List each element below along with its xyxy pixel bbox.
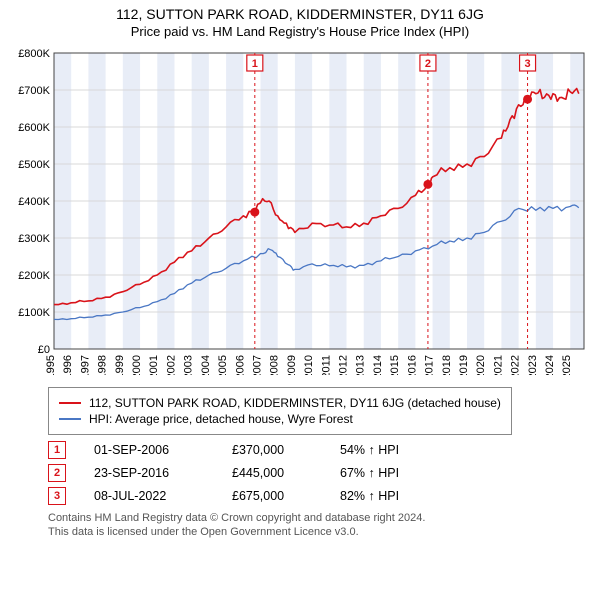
attribution-line: Contains HM Land Registry data © Crown c… [48,511,592,525]
chart-svg: £0 £100K £200K £300K £400K £500K £600K £700K £80… [8,47,592,375]
svg-text:£800K: £800K [18,48,50,60]
svg-text:2005: 2005 [217,355,229,375]
svg-text:£500K: £500K [18,159,50,171]
legend-swatch [59,418,81,420]
svg-text:£700K: £700K [18,85,50,97]
sales-table: 1 01-SEP-2006 £370,000 54% ↑ HPI 2 23-SEP-201… [48,441,592,505]
svg-text:1: 1 [252,58,258,70]
svg-text:2020: 2020 [475,355,487,375]
sale-pct: 82% ↑ HPI [340,489,440,503]
legend-item: HPI: Average price, detached house, Wyre… [59,412,501,426]
sale-price: £370,000 [232,443,312,457]
svg-text:2024: 2024 [544,355,556,375]
svg-text:2011: 2011 [320,355,332,375]
legend-label: HPI: Average price, detached house, Wyre… [89,412,353,426]
chart-container: 112, SUTTON PARK ROAD, KIDDERMINSTER, DY… [0,0,600,544]
svg-text:2003: 2003 [183,355,195,375]
svg-text:2007: 2007 [251,355,263,375]
svg-text:2002: 2002 [165,355,177,375]
sale-date: 23-SEP-2016 [94,466,204,480]
svg-text:2019: 2019 [458,355,470,375]
svg-text:£200K: £200K [18,270,50,282]
svg-text:2001: 2001 [148,355,160,375]
svg-text:£0: £0 [38,344,50,356]
sale-marker-box: 1 [48,441,66,459]
svg-text:3: 3 [524,58,530,70]
svg-text:2010: 2010 [303,355,315,375]
sale-row: 1 01-SEP-2006 £370,000 54% ↑ HPI [48,441,592,459]
svg-text:2022: 2022 [510,355,522,375]
svg-text:2008: 2008 [269,355,281,375]
svg-text:1998: 1998 [97,355,109,375]
svg-text:£100K: £100K [18,307,50,319]
svg-text:£300K: £300K [18,233,50,245]
sale-pct: 54% ↑ HPI [340,443,440,457]
chart-subtitle: Price paid vs. HM Land Registry's House … [8,24,592,39]
chart-title: 112, SUTTON PARK ROAD, KIDDERMINSTER, DY… [8,6,592,22]
sale-row: 2 23-SEP-2016 £445,000 67% ↑ HPI [48,464,592,482]
sale-price: £445,000 [232,466,312,480]
sale-date: 01-SEP-2006 [94,443,204,457]
sale-marker-box: 2 [48,464,66,482]
svg-text:2004: 2004 [200,355,212,375]
svg-text:2009: 2009 [286,355,298,375]
svg-text:£400K: £400K [18,196,50,208]
svg-text:2014: 2014 [372,355,384,375]
svg-text:2006: 2006 [234,355,246,375]
sale-price: £675,000 [232,489,312,503]
svg-text:2012: 2012 [338,355,350,375]
svg-text:2021: 2021 [492,355,504,375]
svg-text:2018: 2018 [441,355,453,375]
svg-text:2025: 2025 [561,355,573,375]
attribution-line: This data is licensed under the Open Gov… [48,525,592,539]
legend: 112, SUTTON PARK ROAD, KIDDERMINSTER, DY… [48,387,512,435]
svg-text:1996: 1996 [62,355,74,375]
svg-text:1995: 1995 [45,355,57,375]
svg-text:2016: 2016 [406,355,418,375]
svg-text:2015: 2015 [389,355,401,375]
sale-row: 3 08-JUL-2022 £675,000 82% ↑ HPI [48,487,592,505]
attribution: Contains HM Land Registry data © Crown c… [48,511,592,540]
svg-text:2023: 2023 [527,355,539,375]
sale-date: 08-JUL-2022 [94,489,204,503]
svg-text:1999: 1999 [114,355,126,375]
legend-swatch [59,402,81,404]
chart-plot: £0 £100K £200K £300K £400K £500K £600K £700K £80… [8,47,592,375]
svg-text:2: 2 [425,58,431,70]
svg-text:2013: 2013 [355,355,367,375]
sale-marker-box: 3 [48,487,66,505]
svg-text:1997: 1997 [79,355,91,375]
legend-label: 112, SUTTON PARK ROAD, KIDDERMINSTER, DY… [89,396,501,410]
svg-text:£600K: £600K [18,122,50,134]
svg-text:2000: 2000 [131,355,143,375]
legend-item: 112, SUTTON PARK ROAD, KIDDERMINSTER, DY… [59,396,501,410]
svg-text:2017: 2017 [424,355,436,375]
sale-pct: 67% ↑ HPI [340,466,440,480]
